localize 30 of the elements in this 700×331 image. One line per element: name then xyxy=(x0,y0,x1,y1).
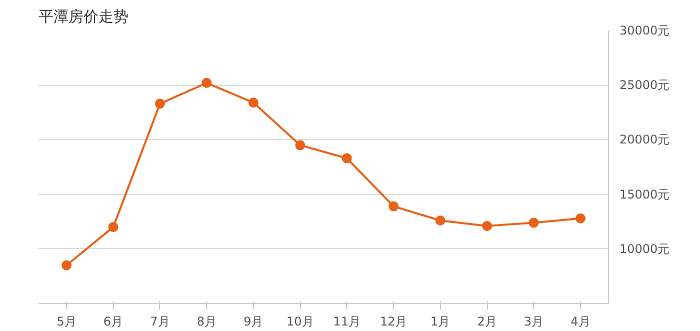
point xyxy=(575,213,586,224)
x-tick-label: 6月 xyxy=(103,314,124,328)
point xyxy=(482,220,492,231)
y-tick-label: 10000元 xyxy=(620,242,670,256)
x-tick-label: 4月 xyxy=(570,314,590,328)
y-tick-label: 25000元 xyxy=(620,78,670,92)
point xyxy=(248,98,258,108)
point xyxy=(388,201,399,212)
chart-title: 平潭房价走势 xyxy=(38,8,128,26)
x-tick-label: 7月 xyxy=(150,314,170,328)
point xyxy=(202,78,212,88)
x-tick-label: 1月 xyxy=(430,314,450,328)
x-tick-label: 10月 xyxy=(286,314,314,328)
point xyxy=(62,260,72,270)
point xyxy=(528,218,539,228)
point xyxy=(342,153,352,164)
x-tick-label: 11月 xyxy=(333,314,361,328)
x-tick-label: 9月 xyxy=(244,314,264,328)
y-tick-label: 20000元 xyxy=(620,132,670,147)
point xyxy=(435,216,446,226)
point xyxy=(295,140,306,150)
point xyxy=(154,98,165,109)
x-tick-label: 5月 xyxy=(56,314,76,328)
point xyxy=(108,222,118,232)
y-tick-label: 15000元 xyxy=(620,187,670,202)
x-tick-label: 12月 xyxy=(380,314,408,328)
x-tick-label: 8月 xyxy=(196,314,217,328)
y-tick-label: 30000元 xyxy=(620,24,670,38)
x-tick-label: 2月 xyxy=(477,314,497,328)
x-tick-label: 3月 xyxy=(524,314,544,328)
